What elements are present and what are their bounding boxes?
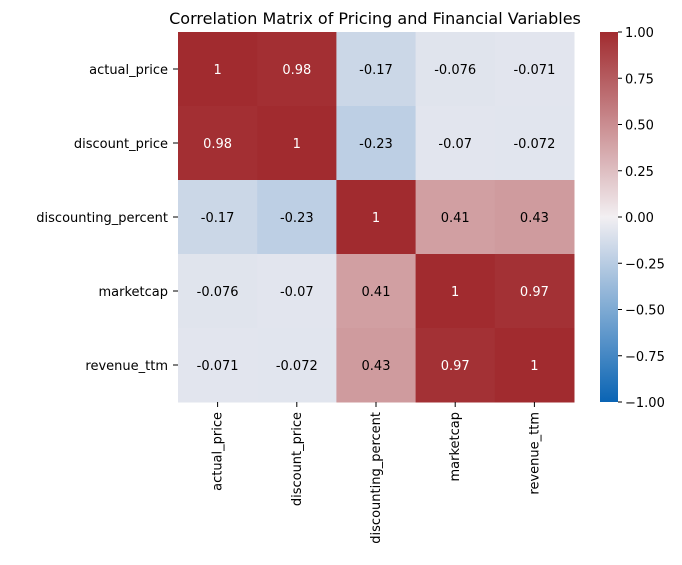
cell-value-label: -0.076 (197, 285, 239, 300)
cell-value-label: 1 (293, 137, 301, 152)
heatmap-cell (415, 32, 496, 107)
heatmap-cell (494, 32, 575, 107)
heatmap-cell (494, 328, 575, 403)
colorbar-tick-label: 0.00 (625, 211, 654, 226)
cell-value-label: 0.98 (282, 63, 311, 78)
heatmap-cell (178, 328, 258, 403)
heatmap-cell (257, 328, 337, 403)
heatmap-cell (257, 32, 337, 107)
heatmap-cell (494, 106, 575, 181)
cell-value-label: 0.41 (362, 285, 391, 300)
column-tick-labels: actual_price discount_price discounting_pe… (211, 402, 542, 544)
cell-value-label: 1 (372, 211, 380, 226)
heatmap-cell (415, 254, 496, 329)
heatmap-cell (257, 254, 337, 329)
row-tick-label: actual_price (89, 63, 168, 78)
heatmap-cell (494, 180, 575, 255)
heatmap-cell (415, 328, 496, 403)
row-tick-label: discount_price (74, 137, 168, 152)
colorbar-tick-label: 0.75 (625, 72, 654, 87)
heatmap-cell (336, 180, 417, 255)
heatmap-cell (257, 180, 337, 255)
heatmap-cell (415, 106, 496, 181)
colorbar-tick-label: 1.00 (625, 26, 654, 41)
heatmap-cell (336, 106, 417, 181)
chart-title: Correlation Matrix of Pricing and Financ… (169, 9, 581, 28)
heatmap-cell (415, 180, 496, 255)
heatmap-cell (178, 180, 258, 255)
cell-value-label: 0.98 (203, 137, 232, 152)
colorbar-tick-label: −0.25 (625, 257, 665, 272)
colorbar: 1.00 0.75 0.50 0.25 0.00 −0.25 −0.50 −0.75 −1.00 (600, 26, 665, 411)
colorbar-tick-label: −0.75 (625, 350, 665, 365)
heatmap-cell (257, 106, 337, 181)
cell-value-label: 1 (451, 285, 459, 300)
cell-value-label: 0.43 (520, 211, 549, 226)
colorbar-tick-label: −0.50 (625, 304, 665, 319)
cell-value-label: -0.17 (359, 63, 393, 78)
cell-value-label: 1 (213, 63, 221, 78)
cell-value-label: -0.07 (280, 285, 314, 300)
cell-value-label: -0.17 (201, 211, 235, 226)
column-tick-label: discount_price (290, 412, 305, 506)
column-tick-label: discounting_percent (369, 412, 384, 544)
row-tick-label: marketcap (98, 285, 168, 300)
column-tick-label: revenue_ttm (527, 412, 542, 495)
heatmap-cell (336, 254, 417, 329)
colorbar-tick-label: 0.50 (625, 119, 654, 134)
heatmap-cell (336, 328, 417, 403)
colorbar-gradient (600, 32, 618, 402)
heatmap-cell (178, 254, 258, 329)
cell-value-label: -0.07 (438, 137, 472, 152)
column-tick-label: marketcap (448, 412, 463, 482)
cell-value-label: 0.97 (520, 285, 549, 300)
heatmap-cell (178, 32, 258, 107)
cell-value-label: -0.071 (197, 359, 239, 374)
row-tick-label: revenue_ttm (85, 359, 168, 374)
heatmap-cell (336, 32, 417, 107)
cell-value-label: -0.072 (276, 359, 318, 374)
row-tick-labels: actual_price discount_price discounting_pe… (36, 63, 178, 374)
colorbar-tick-label: 0.25 (625, 165, 654, 180)
heatmap-cell (494, 254, 575, 329)
heatmap-cell (178, 106, 258, 181)
cell-value-label: -0.071 (513, 63, 555, 78)
cell-value-label: -0.23 (280, 211, 314, 226)
cell-value-label: 0.97 (441, 359, 470, 374)
cell-value-label: 1 (530, 359, 538, 374)
cell-value-label: -0.23 (359, 137, 393, 152)
cell-value-label: 0.43 (362, 359, 391, 374)
cell-value-label: 0.41 (441, 211, 470, 226)
colorbar-tick-label: −1.00 (625, 396, 665, 411)
cell-value-label: -0.076 (434, 63, 476, 78)
row-tick-label: discounting_percent (36, 211, 168, 226)
cell-value-label: -0.072 (513, 137, 555, 152)
column-tick-label: actual_price (211, 412, 226, 491)
